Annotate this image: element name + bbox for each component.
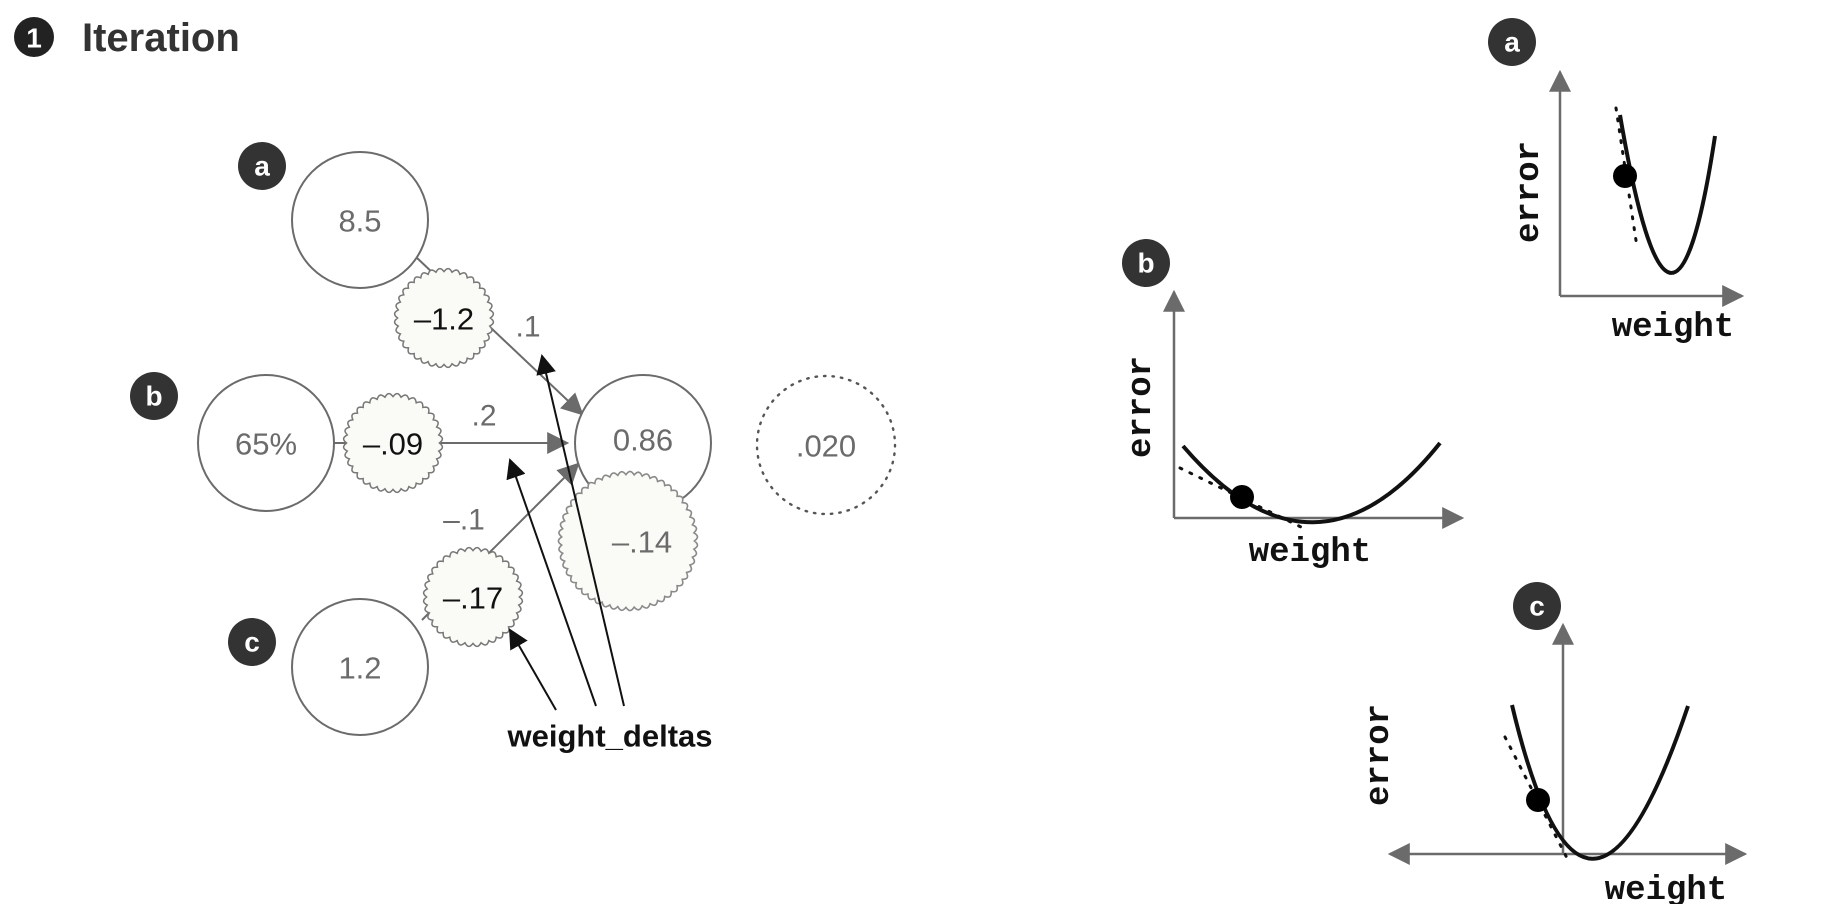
caption-arrow-to-b (506, 458, 597, 707)
error-curve (1181, 441, 1442, 525)
input-badge (130, 372, 178, 420)
plot-badge-label: b (1137, 248, 1154, 279)
weight-delta-circle-a (393, 267, 495, 369)
input-node-circle (291, 598, 429, 736)
weight-delta-circle-c (422, 546, 524, 648)
error-plot-b: b error weight (1122, 239, 1465, 572)
input-badge (228, 618, 276, 666)
plot-badge (1122, 239, 1170, 287)
input-badge-label: a (254, 151, 270, 182)
weight-delta-b: –.09 (363, 427, 423, 462)
weight-point (1230, 485, 1254, 509)
input-badge-label: c (244, 627, 260, 658)
x-axis-label: weight (1605, 872, 1727, 904)
weight-delta-circle-b (342, 392, 444, 494)
step-header: 1 Iteration (14, 16, 240, 60)
y-axis-label: error (1511, 141, 1549, 243)
x-axis-label: weight (1612, 309, 1734, 347)
caption-arrows: weight_deltas (506, 354, 713, 754)
caption-arrow-to-a (536, 354, 625, 707)
input-node-circle (291, 151, 429, 289)
slope-line (1614, 106, 1639, 249)
input-node-c: 1.2 c (228, 598, 429, 736)
plot-badge-label: c (1529, 591, 1545, 622)
weight-delta-a: –1.2 (414, 302, 474, 337)
weight-label-a: .1 (515, 311, 540, 344)
error-value: .020 (796, 429, 856, 464)
error-curve (1510, 704, 1690, 861)
error-circle (755, 374, 897, 516)
weight-point (1526, 788, 1550, 812)
plot-badge-label: a (1504, 27, 1520, 58)
error-plot-c: c error weight (1361, 582, 1748, 904)
x-axis-label: weight (1249, 534, 1371, 572)
prediction-value: 0.86 (613, 423, 673, 458)
step-number: 1 (26, 23, 42, 54)
weight-label-c: –.1 (443, 504, 485, 537)
input-node-circle (197, 374, 335, 512)
input-value: 65% (235, 427, 297, 462)
weight-label-b: .2 (471, 400, 496, 433)
error-plot-a: a error weight (1488, 18, 1745, 347)
input-badge (238, 142, 286, 190)
weight-labels: .1 .2 –.1 (443, 311, 540, 537)
output-delta-value: –.14 (612, 525, 672, 560)
input-value: 8.5 (338, 204, 381, 239)
weight-delta-c: –.17 (443, 581, 503, 616)
input-node-b: 65% b (130, 372, 335, 512)
plot-badge (1513, 582, 1561, 630)
y-axis-label: error (1361, 704, 1399, 806)
weight-deltas-caption: weight_deltas (507, 719, 713, 754)
caption-arrow-to-c (509, 628, 557, 711)
step-number-badge (14, 17, 54, 57)
error-curve (1618, 114, 1717, 275)
plot-badge (1488, 18, 1536, 66)
y-axis-label: error (1123, 356, 1161, 458)
page-title: Iteration (82, 16, 240, 60)
input-badge-label: b (145, 381, 162, 412)
input-value: 1.2 (338, 651, 381, 686)
input-node-a: 8.5 a (238, 142, 429, 289)
weight-point (1613, 164, 1637, 188)
